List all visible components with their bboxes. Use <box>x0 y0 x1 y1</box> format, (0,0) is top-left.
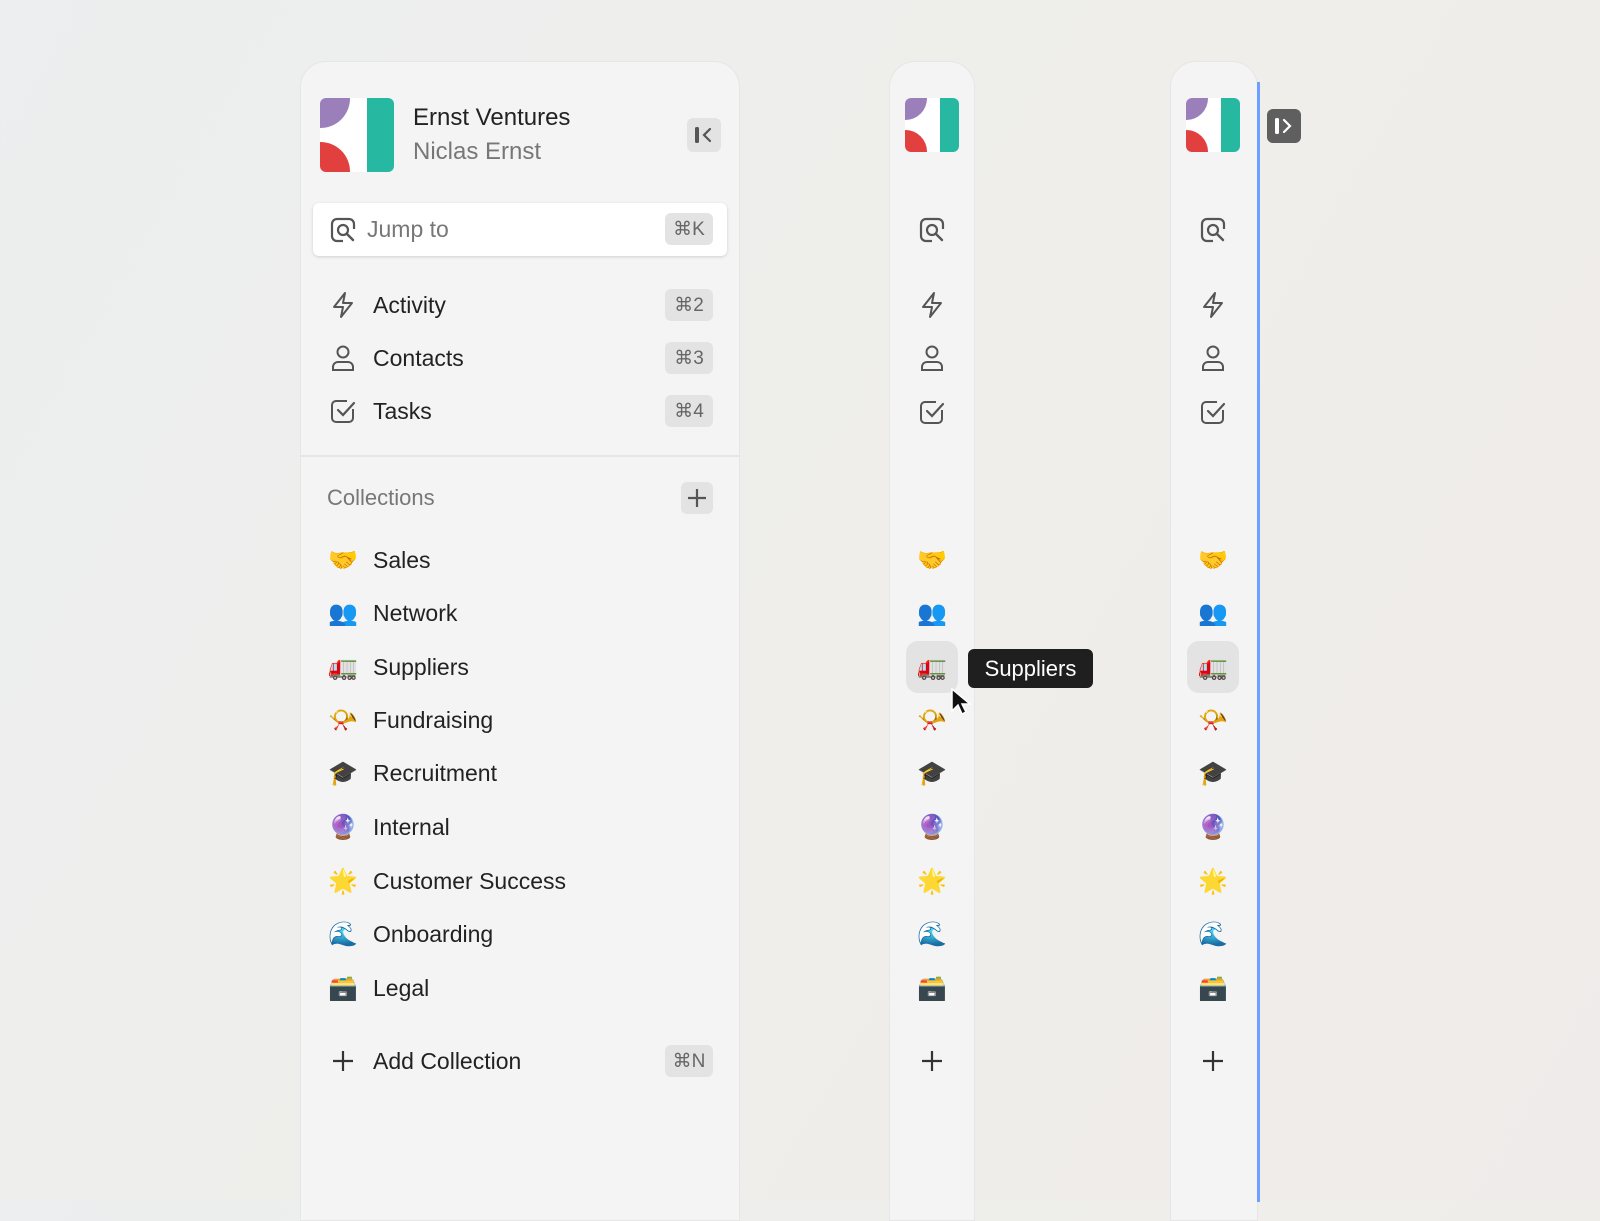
sidebar-resize-handle[interactable] <box>1257 82 1260 1202</box>
nav-item-tasks[interactable]: Tasks ⌘4 <box>313 388 729 434</box>
collection-item-recruitment[interactable]: 🎓 Recruitment <box>313 750 729 796</box>
collection-label: Internal <box>373 813 450 840</box>
collection-item-internal[interactable]: 🔮 Internal <box>313 804 729 850</box>
divider <box>301 455 739 457</box>
collection-label: Suppliers <box>373 653 469 680</box>
collection-label: Legal <box>373 974 430 1001</box>
expand-sidebar-button[interactable] <box>1267 109 1301 143</box>
tooltip-text: Suppliers <box>984 655 1077 681</box>
search-placeholder: Jump to <box>367 216 449 242</box>
contacts-person-icon[interactable] <box>906 332 958 384</box>
collection-label: Fundraising <box>373 706 494 733</box>
collection-label: Network <box>373 599 458 626</box>
collection-fundraising-icon[interactable]: 📯 <box>1198 706 1228 734</box>
collection-internal-icon[interactable]: 🔮 <box>917 813 947 841</box>
workspace-logo <box>1186 98 1240 152</box>
plus-icon <box>329 1049 357 1073</box>
collection-emoji-icon: 🚛 <box>328 653 358 681</box>
lightning-icon <box>329 291 357 319</box>
collection-item-suppliers[interactable]: 🚛 Suppliers <box>313 644 729 690</box>
collapse-sidebar-button[interactable] <box>687 118 721 152</box>
search-icon <box>329 216 357 244</box>
collection-emoji-icon: 🤝 <box>328 546 358 574</box>
collection-suppliers-icon[interactable]: 🚛 <box>906 641 958 693</box>
user-name: Niclas Ernst <box>413 138 542 165</box>
collapse-icon <box>695 127 712 143</box>
collections-heading: Collections <box>327 485 435 510</box>
sidebar-collapsed-hover: 🤝 👥 🚛 📯 🎓 🔮 🌟 🌊 🗃️ <box>889 61 975 1221</box>
tasks-checkbox-icon[interactable] <box>906 386 958 438</box>
collection-item-onboarding[interactable]: 🌊 Onboarding <box>313 911 729 957</box>
collection-item-customer-success[interactable]: 🌟 Customer Success <box>313 858 729 904</box>
search-icon[interactable] <box>906 204 958 256</box>
person-icon <box>329 344 357 372</box>
collection-sales-icon[interactable]: 🤝 <box>917 546 947 574</box>
collection-recruitment-icon[interactable]: 🎓 <box>1198 759 1228 787</box>
collection-item-legal[interactable]: 🗃️ Legal <box>313 965 729 1011</box>
jump-to-search[interactable]: Jump to ⌘K <box>313 203 727 256</box>
search-shortcut: ⌘K <box>665 213 713 245</box>
collection-recruitment-icon[interactable]: 🎓 <box>917 759 947 787</box>
collection-label: Customer Success <box>373 867 567 894</box>
add-collection-plus-icon[interactable] <box>906 1035 958 1087</box>
collection-emoji-icon: 🗃️ <box>328 974 358 1002</box>
collection-item-sales[interactable]: 🤝 Sales <box>313 537 729 583</box>
collection-network-icon[interactable]: 👥 <box>917 599 947 627</box>
activity-lightning-icon[interactable] <box>1187 279 1239 331</box>
workspace-name: Ernst Ventures <box>413 104 571 131</box>
collection-emoji-icon: 👥 <box>328 599 358 627</box>
collection-onboarding-icon[interactable]: 🌊 <box>917 920 947 948</box>
activity-lightning-icon[interactable] <box>906 279 958 331</box>
checkbox-icon <box>329 397 357 425</box>
add-collection-button[interactable]: Add Collection ⌘N <box>313 1038 729 1084</box>
collection-emoji-icon: 🌟 <box>328 867 358 895</box>
collection-item-fundraising[interactable]: 📯 Fundraising <box>313 697 729 743</box>
plus-icon <box>688 489 706 507</box>
collection-label: Onboarding <box>373 920 494 947</box>
workspace-logo <box>905 98 959 152</box>
collection-customer-success-icon[interactable]: 🌟 <box>1198 867 1228 895</box>
tooltip: Suppliers <box>968 649 1093 688</box>
collection-legal-icon[interactable]: 🗃️ <box>917 974 947 1002</box>
nav-item-activity[interactable]: Activity ⌘2 <box>313 282 729 328</box>
workspace-logo <box>320 98 394 172</box>
collection-network-icon[interactable]: 👥 <box>1198 599 1228 627</box>
sidebar-expanded: Ernst Ventures Niclas Ernst Jump to ⌘K A… <box>300 61 740 1221</box>
add-collection-plus-button[interactable] <box>681 482 713 514</box>
collection-fundraising-icon[interactable]: 📯 <box>917 706 947 734</box>
collection-label: Sales <box>373 546 431 573</box>
contacts-person-icon[interactable] <box>1187 332 1239 384</box>
tasks-checkbox-icon[interactable] <box>1187 386 1239 438</box>
expand-icon <box>1275 118 1292 134</box>
collection-suppliers-icon[interactable]: 🚛 <box>1187 641 1239 693</box>
nav-item-contacts[interactable]: Contacts ⌘3 <box>313 335 729 381</box>
collection-onboarding-icon[interactable]: 🌊 <box>1198 920 1228 948</box>
collection-emoji-icon: 📯 <box>328 706 358 734</box>
sidebar-collapsed: 🤝 👥 🚛 📯 🎓 🔮 🌟 🌊 🗃️ <box>1170 61 1258 1221</box>
collection-label: Recruitment <box>373 759 497 786</box>
add-collection-plus-icon[interactable] <box>1187 1035 1239 1087</box>
collection-sales-icon[interactable]: 🤝 <box>1198 546 1228 574</box>
mouse-cursor-icon <box>950 687 972 717</box>
collection-item-network[interactable]: 👥 Network <box>313 590 729 636</box>
collection-legal-icon[interactable]: 🗃️ <box>1198 974 1228 1002</box>
search-icon[interactable] <box>1187 204 1239 256</box>
collection-emoji-icon: 🎓 <box>328 759 358 787</box>
collection-emoji-icon: 🔮 <box>328 813 358 841</box>
collection-emoji-icon: 🌊 <box>328 920 358 948</box>
collection-internal-icon[interactable]: 🔮 <box>1198 813 1228 841</box>
collection-customer-success-icon[interactable]: 🌟 <box>917 867 947 895</box>
